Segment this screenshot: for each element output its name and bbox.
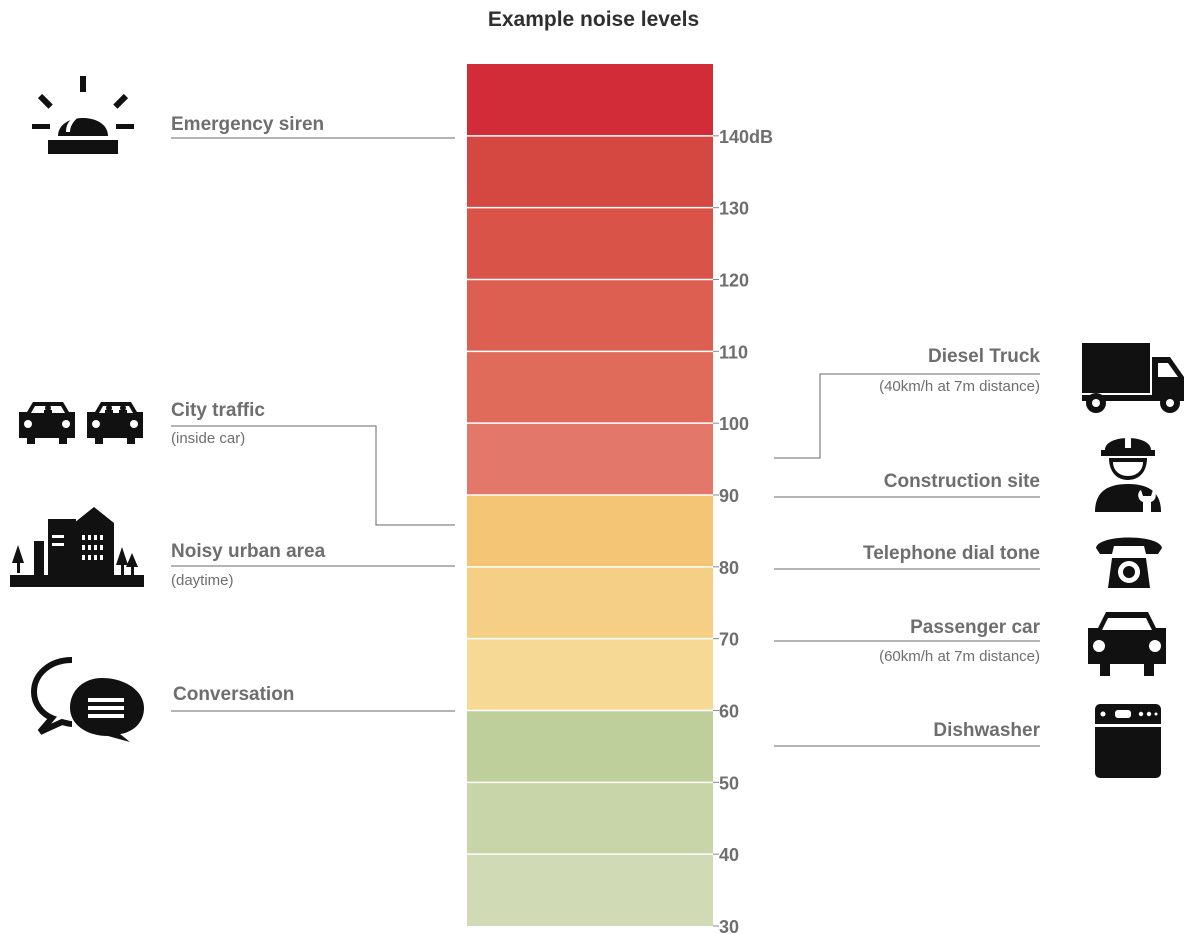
band-140-150 <box>467 64 713 136</box>
band-130-140 <box>467 135 713 208</box>
band-60-70 <box>467 638 713 711</box>
band-80-90 <box>467 495 713 567</box>
label-passenger-car: Passenger car <box>910 617 1040 638</box>
tick-label-110: 110 <box>719 342 748 362</box>
tick-label-50: 50 <box>719 773 739 793</box>
tick-label-120: 120 <box>719 271 749 291</box>
note-noisy-urban: (daytime) <box>171 572 234 589</box>
siren-icon <box>32 76 134 154</box>
tick-label-80: 80 <box>719 558 739 578</box>
note-city-traffic: (inside car) <box>171 430 246 447</box>
band-30-40 <box>467 854 713 926</box>
chart-title: Example noise levels <box>487 8 700 31</box>
tick-label-40: 40 <box>719 845 739 865</box>
note-passenger-car: (60km/h at 7m distance) <box>879 648 1040 665</box>
cars-icon <box>19 402 143 444</box>
label-emergency-siren: Emergency siren <box>171 114 325 135</box>
telephone-icon <box>1096 537 1162 588</box>
leader-diesel-truck <box>774 373 1040 459</box>
dishwasher-icon <box>1095 704 1161 778</box>
label-telephone: Telephone dial tone <box>863 543 1040 564</box>
label-dishwasher: Dishwasher <box>933 720 1040 741</box>
note-diesel-truck: (40km/h at 7m distance) <box>879 378 1040 395</box>
tick-label-90: 90 <box>719 486 739 506</box>
band-100-110 <box>467 351 713 424</box>
city-icon <box>10 507 144 587</box>
band-50-60 <box>467 710 713 783</box>
tick-label-130: 130 <box>719 199 749 219</box>
band-40-50 <box>467 782 713 855</box>
truck-icon <box>1082 343 1184 413</box>
tick-label-100: 100 <box>719 414 749 434</box>
speech-bubbles-icon <box>30 657 144 742</box>
tick-label-30: 30 <box>719 917 739 934</box>
label-conversation: Conversation <box>173 684 295 705</box>
tick-label-70: 70 <box>719 630 739 650</box>
leader-city-traffic <box>171 425 455 526</box>
construction-worker-icon <box>1095 432 1161 512</box>
tick-label-60: 60 <box>719 702 739 722</box>
band-70-80 <box>467 566 713 639</box>
car-icon <box>1088 612 1166 676</box>
label-construction-site: Construction site <box>883 471 1040 492</box>
band-110-120 <box>467 279 713 352</box>
label-diesel-truck: Diesel Truck <box>928 346 1040 367</box>
tick-label-140: 140dB <box>719 127 773 147</box>
band-90-100 <box>467 423 713 495</box>
band-120-130 <box>467 207 713 280</box>
label-city-traffic: City traffic <box>171 400 265 421</box>
label-noisy-urban: Noisy urban area <box>171 541 326 562</box>
